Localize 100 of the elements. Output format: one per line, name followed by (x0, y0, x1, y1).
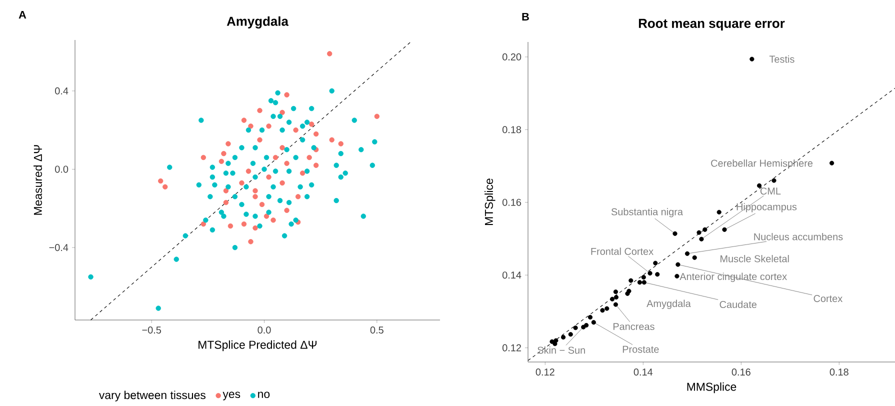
point (672, 231, 678, 236)
point (610, 296, 615, 302)
y-tick-label: −0.4 (49, 244, 68, 252)
point (642, 280, 646, 285)
point (228, 223, 234, 229)
point (264, 214, 270, 219)
point (702, 227, 708, 232)
annotation: Caudate (720, 300, 757, 308)
point (280, 180, 285, 186)
point (581, 324, 586, 330)
point (200, 221, 206, 227)
y-tick-label: 0.0 (55, 166, 68, 173)
point (329, 137, 334, 142)
point (560, 334, 566, 340)
point (626, 288, 632, 294)
point (257, 137, 262, 142)
point (830, 160, 834, 166)
x-tick-label: 0.0 (258, 326, 271, 334)
annotation: CML (760, 188, 781, 195)
point (257, 108, 262, 114)
point (226, 141, 231, 146)
point (604, 306, 610, 311)
x-tick-label: 0.12 (536, 368, 554, 376)
y-tick-label: 0.4 (55, 87, 68, 94)
point (280, 110, 285, 116)
point (327, 51, 332, 56)
x-tick-label: 0.14 (634, 368, 653, 376)
annotation: Testis (769, 55, 794, 63)
x-tick-label: −0.5 (142, 326, 162, 334)
point (600, 308, 605, 313)
annotation: Muscle Skeletal (720, 254, 789, 262)
annotation: Substantia nigra (611, 208, 683, 218)
point (223, 188, 229, 194)
y-tick-label: 0.12 (502, 344, 521, 352)
point (266, 124, 272, 129)
x-tick-label: 0.18 (830, 368, 848, 376)
y-tick-label: 0.14 (502, 272, 522, 279)
x-tick-label: 0.16 (732, 368, 750, 376)
point (696, 230, 702, 235)
point (252, 194, 258, 200)
x-tick-label: 0.5 (370, 326, 384, 334)
point (306, 154, 312, 160)
point (772, 178, 776, 183)
point (750, 56, 754, 62)
annotation: Nucleus accumbens (754, 232, 843, 240)
point (266, 174, 272, 180)
point (655, 272, 660, 277)
point (722, 227, 727, 232)
point (614, 294, 619, 300)
point (284, 208, 290, 213)
annotation: Cerebellar Hemisphere (711, 159, 813, 169)
point (684, 251, 690, 256)
y-tick-label: 0.18 (502, 126, 522, 134)
point (162, 184, 168, 190)
annotation: Skin − Sun (538, 346, 585, 354)
point (252, 225, 258, 231)
point (241, 221, 247, 227)
point (568, 332, 573, 337)
point (280, 145, 285, 150)
point (374, 114, 380, 119)
y-tick-label: 0.16 (502, 198, 522, 206)
point (200, 154, 206, 160)
point (239, 180, 244, 186)
legend-title: vary between tissues (98, 390, 206, 402)
point (674, 274, 680, 278)
point (591, 320, 596, 325)
point (284, 160, 290, 166)
point (218, 158, 224, 164)
point (248, 124, 254, 129)
point (613, 290, 618, 294)
point (246, 168, 252, 174)
annotation: Prostate (622, 346, 659, 353)
point (338, 141, 344, 146)
point (158, 178, 164, 184)
point (252, 188, 258, 194)
point (293, 127, 298, 133)
point (699, 236, 704, 242)
point (637, 280, 642, 285)
point (613, 302, 618, 307)
text: B (522, 12, 529, 20)
point (223, 200, 229, 206)
point (588, 314, 593, 320)
point (756, 183, 762, 188)
point (284, 92, 290, 98)
point (241, 118, 247, 123)
point (692, 255, 697, 260)
point (653, 260, 658, 266)
point (259, 202, 265, 208)
point (272, 154, 278, 160)
annotation: Amygdala (646, 300, 691, 310)
point (295, 194, 301, 200)
point (716, 210, 722, 214)
point (270, 218, 276, 223)
point (552, 342, 558, 346)
point (573, 326, 578, 330)
legend-label: no (258, 392, 270, 398)
annotation: Frontal Cortex (591, 248, 654, 255)
point (550, 339, 554, 344)
point (628, 278, 634, 283)
point (300, 170, 306, 176)
